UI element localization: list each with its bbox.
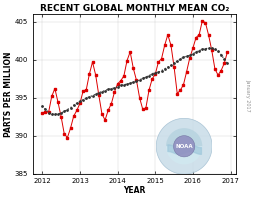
X-axis label: YEAR: YEAR — [123, 186, 146, 195]
Wedge shape — [166, 146, 202, 164]
Circle shape — [173, 136, 195, 157]
Text: January 2017: January 2017 — [245, 79, 250, 112]
Y-axis label: PARTS PER MILLION: PARTS PER MILLION — [4, 51, 13, 137]
Text: NOAA: NOAA — [175, 144, 193, 149]
Wedge shape — [166, 128, 202, 146]
Polygon shape — [156, 118, 212, 174]
Title: RECENT GLOBAL MONTHLY MEAN CO₂: RECENT GLOBAL MONTHLY MEAN CO₂ — [40, 4, 229, 13]
